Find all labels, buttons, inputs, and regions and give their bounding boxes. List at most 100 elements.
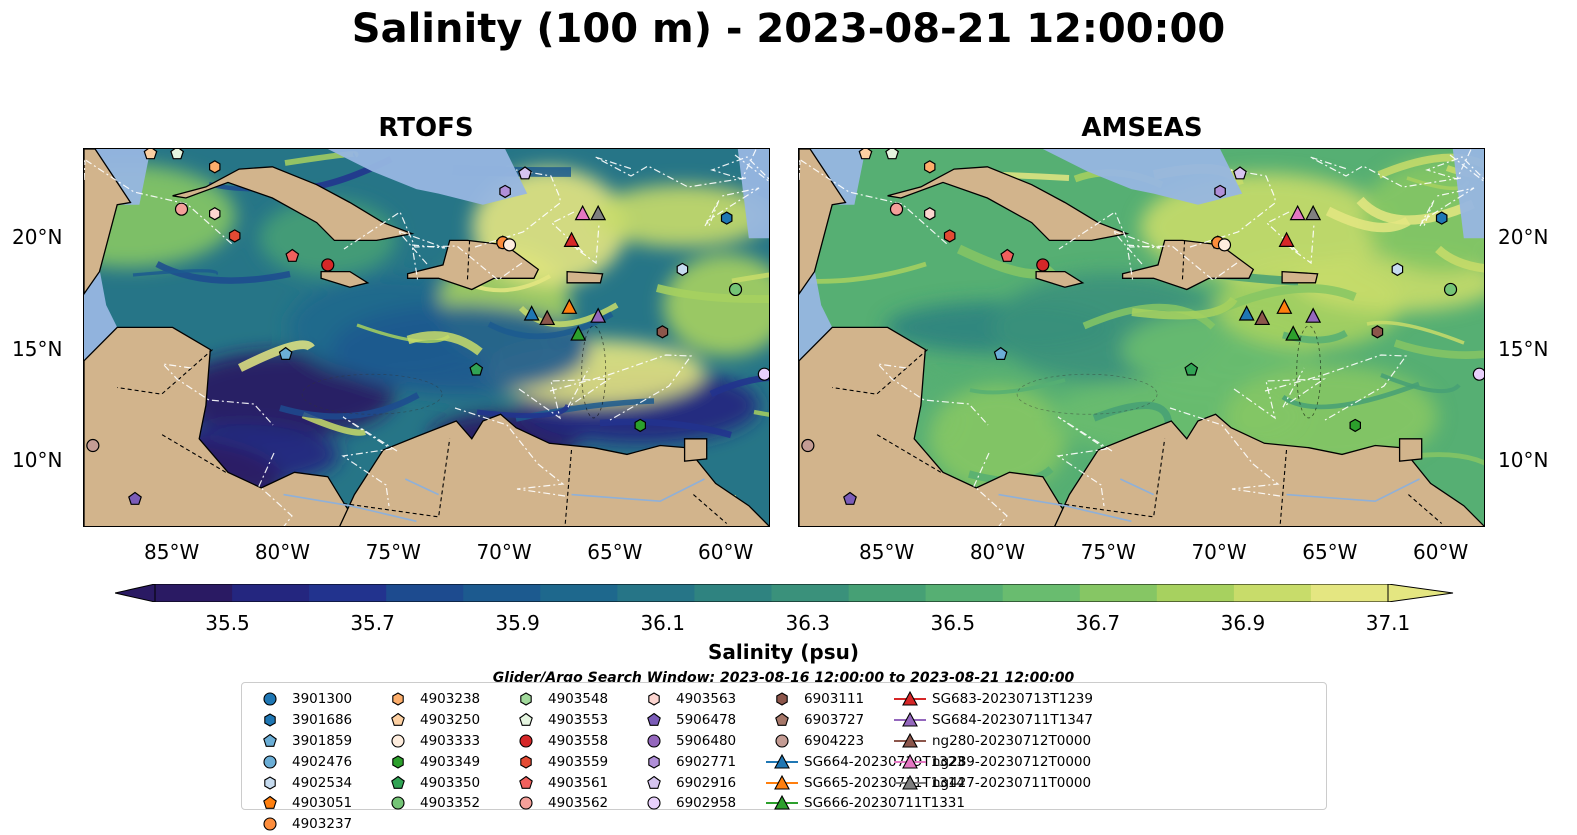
legend-label: 4903563 (676, 691, 737, 708)
circle-marker-icon (250, 690, 290, 708)
obs-marker-4903350[interactable] (1184, 362, 1199, 376)
obs-marker-4902534[interactable] (676, 262, 689, 277)
legend-label: 4903349 (420, 753, 481, 770)
pentagon-marker-icon (634, 711, 674, 729)
hexagon-marker-icon (634, 753, 674, 771)
obs-marker-ng427-20230711T0000[interactable] (590, 204, 607, 221)
obs-marker-SG664-20230719T1323[interactable] (523, 305, 540, 321)
obs-marker-3901686[interactable] (1435, 211, 1448, 225)
legend: 3901300 3901686 3901859 4902476 4902534 49030… (241, 682, 1327, 832)
circle-marker-icon (250, 815, 290, 833)
obs-marker-SG683-20230713T1239[interactable] (1278, 231, 1295, 248)
legend-item: ng427-20230711T0000 (890, 772, 1093, 793)
obs-marker-3901686[interactable] (720, 211, 733, 225)
legend-item: 6903727 (762, 710, 965, 731)
lat-tick-label: 15°N (1498, 336, 1549, 361)
map-amseas[interactable] (798, 148, 1485, 527)
legend-item: SG684-20230711T1347 (890, 710, 1093, 731)
obs-marker-4903562[interactable] (174, 202, 189, 216)
obs-marker-5906478[interactable] (128, 491, 142, 505)
legend-label: 6903111 (804, 691, 865, 708)
pentagon-marker-icon (506, 774, 546, 792)
obs-marker-3901859[interactable] (278, 346, 293, 360)
obs-marker-4903558[interactable] (1036, 258, 1050, 272)
obs-marker-SG666-20230711T1331[interactable] (1285, 325, 1302, 341)
obs-marker-SG664-20230719T1323[interactable] (1238, 305, 1255, 321)
legend-item: 3901300 (250, 689, 352, 710)
legend-item: 4902476 (250, 751, 352, 772)
obs-marker-4903563[interactable] (208, 207, 221, 221)
obs-marker-6902771[interactable] (1214, 184, 1226, 199)
obs-marker-4903350[interactable] (469, 362, 484, 376)
obs-marker-3901859[interactable] (993, 346, 1008, 360)
lat-tick-label: 15°N (12, 336, 63, 361)
legend-label: 4903238 (420, 691, 481, 708)
obs-marker-4903238[interactable] (923, 160, 936, 174)
obs-marker-6902916[interactable] (1233, 166, 1247, 180)
triangle-line-marker-icon (762, 774, 802, 792)
legend-item: 4903563 (634, 689, 736, 710)
obs-marker-4903561[interactable] (1000, 248, 1015, 262)
obs-marker-4903238[interactable] (208, 160, 221, 174)
legend-column: SG683-20230713T1239 SG684-20230711T1347 ng… (890, 689, 1093, 793)
obs-marker-4903558[interactable] (321, 258, 335, 272)
legend-item: 4903559 (506, 751, 608, 772)
obs-marker-5906478[interactable] (843, 491, 857, 505)
legend-label: SG684-20230711T1347 (932, 712, 1093, 729)
lon-tick-label: 60°W (698, 540, 754, 564)
obs-marker-ng280-20230712T0000[interactable] (1254, 309, 1271, 326)
obs-marker-6902958[interactable] (757, 367, 770, 381)
obs-marker-4903349[interactable] (1349, 418, 1362, 433)
obs-marker-4903250[interactable] (858, 149, 873, 160)
obs-marker-4903562[interactable] (889, 202, 904, 216)
legend-label: 4903350 (420, 774, 481, 791)
obs-marker-SG666-20230711T1331[interactable] (570, 325, 587, 341)
obs-marker-4903553[interactable] (170, 149, 185, 160)
obs-marker-6904223[interactable] (86, 438, 100, 453)
obs-marker-4903349[interactable] (634, 418, 647, 433)
obs-marker-4903563[interactable] (923, 207, 936, 221)
obs-marker-ng289-20230712T0000[interactable] (574, 204, 591, 221)
obs-marker-6902771[interactable] (499, 184, 511, 199)
obs-marker-4903352[interactable] (728, 282, 743, 297)
obs-marker-SG665-20230711T1314[interactable] (561, 298, 578, 314)
obs-marker-4903333[interactable] (1217, 238, 1232, 252)
obs-marker-4903352[interactable] (1443, 282, 1458, 297)
triangle-line-marker-icon (762, 753, 802, 771)
obs-marker-6903111[interactable] (1371, 325, 1384, 339)
obs-marker-ng289-20230712T0000[interactable] (1289, 204, 1306, 221)
obs-marker-4903559[interactable] (228, 229, 241, 243)
legend-label: SG665-20230711T1314 (804, 774, 965, 791)
obs-marker-SG684-20230711T1347[interactable] (590, 307, 607, 323)
colorbar-tick-label: 36.3 (785, 611, 831, 635)
obs-marker-6902958[interactable] (1472, 367, 1485, 381)
legend-label: 4903333 (420, 732, 481, 749)
legend-item: 4903349 (378, 751, 480, 772)
obs-marker-SG684-20230711T1347[interactable] (1305, 307, 1322, 323)
legend-item: 6904223 (762, 731, 965, 752)
obs-marker-4903561[interactable] (285, 248, 300, 262)
obs-marker-4903333[interactable] (502, 238, 517, 252)
colorbar-tick-label: 36.1 (640, 611, 685, 635)
obs-marker-4903559[interactable] (943, 229, 956, 243)
hexagon-marker-icon (250, 774, 290, 792)
obs-marker-4903553[interactable] (885, 149, 900, 160)
colorbar-tick-label: 35.5 (205, 611, 250, 635)
obs-marker-6903111[interactable] (656, 325, 669, 339)
obs-marker-SG683-20230713T1239[interactable] (563, 231, 580, 248)
obs-marker-6904223[interactable] (801, 438, 815, 453)
map-rtofs[interactable] (83, 148, 770, 527)
obs-marker-SG665-20230711T1314[interactable] (1276, 298, 1293, 314)
triangle-line-marker-icon (890, 774, 930, 792)
lon-tick-label: 80°W (969, 540, 1026, 564)
obs-marker-ng280-20230712T0000[interactable] (539, 309, 556, 326)
legend-column: 4903238 4903250 4903333 4903349 4903350 49033… (378, 689, 480, 814)
legend-item: 6902771 (634, 751, 736, 772)
legend-item: 4902534 (250, 772, 352, 793)
obs-marker-4902534[interactable] (1391, 262, 1404, 277)
obs-marker-ng427-20230711T0000[interactable] (1305, 204, 1322, 221)
legend-label: 6902771 (676, 753, 737, 770)
obs-marker-6902916[interactable] (518, 166, 532, 180)
obs-marker-4903250[interactable] (143, 149, 158, 160)
legend-item: SG683-20230713T1239 (890, 689, 1093, 710)
